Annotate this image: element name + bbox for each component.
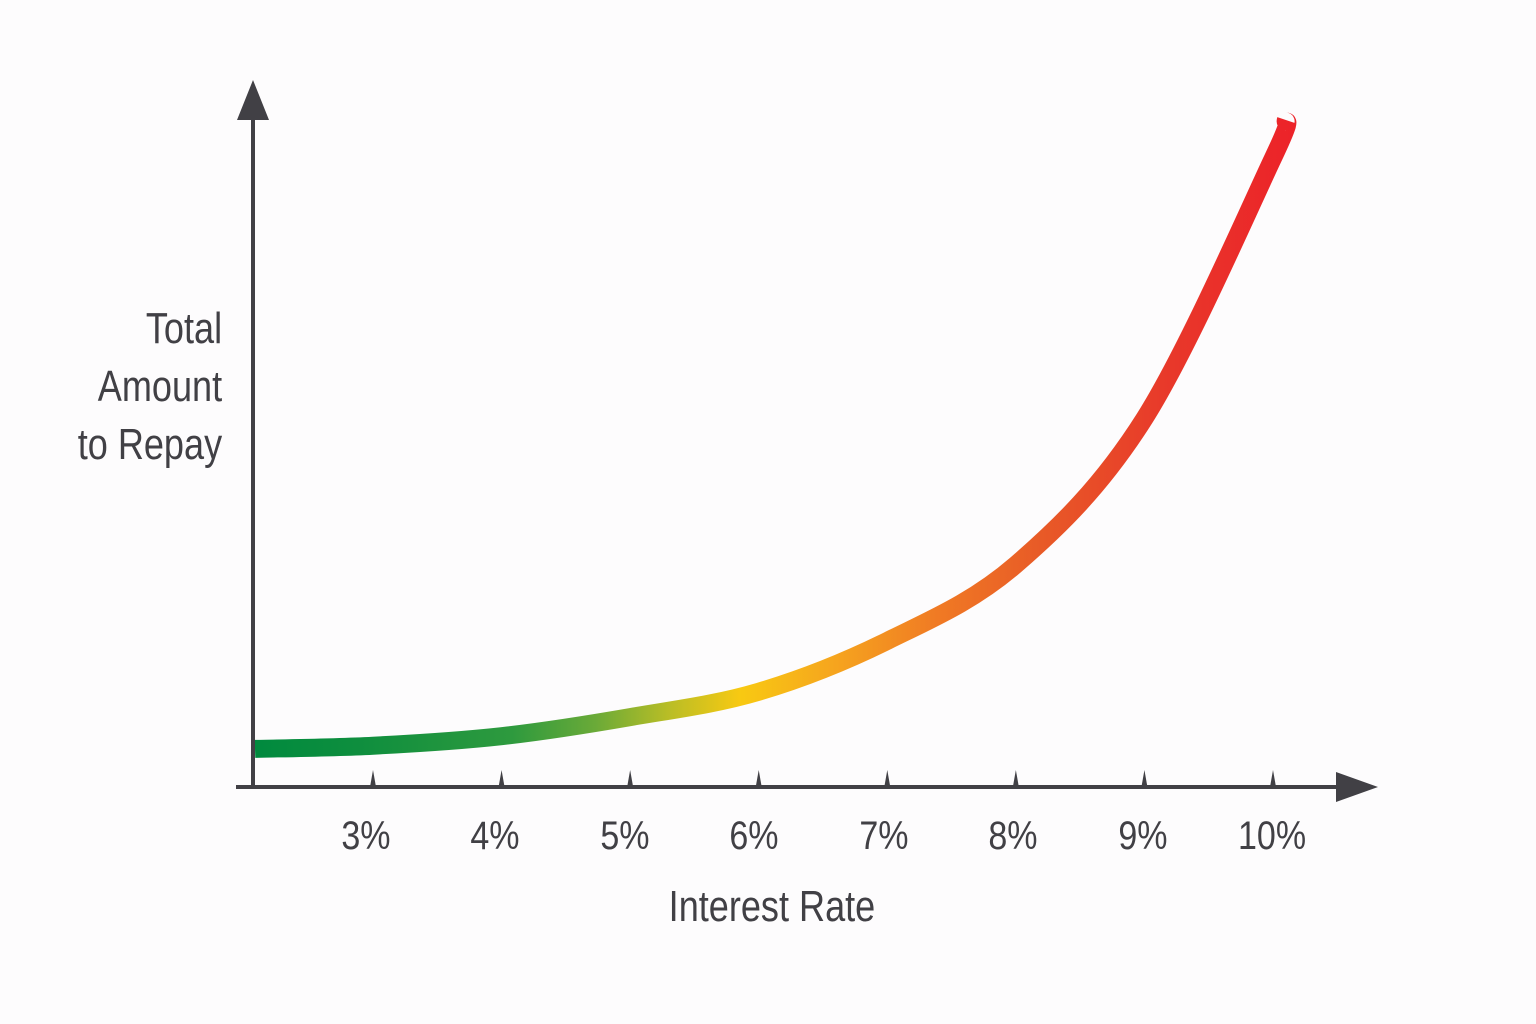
x-tick-mark — [498, 770, 505, 787]
x-axis-label-text: Interest Rate — [668, 882, 876, 931]
x-tick-text: 6% — [729, 814, 779, 858]
y-axis-arrow-icon — [237, 80, 269, 120]
x-tick-mark — [755, 770, 762, 787]
x-tick-mark — [1141, 770, 1148, 787]
x-tick-label: 5% — [565, 812, 685, 860]
x-tick-label: 9% — [1083, 812, 1203, 860]
x-tick-mark — [1012, 770, 1019, 787]
y-axis-label-line: to Repay — [77, 420, 222, 469]
x-tick-text: 8% — [988, 814, 1038, 858]
x-tick-label: 3% — [306, 812, 426, 860]
x-axis-ticks — [370, 770, 1276, 787]
x-axis-arrow-icon — [1336, 772, 1378, 802]
x-tick-text: 10% — [1237, 814, 1307, 858]
x-tick-label: 8% — [953, 812, 1073, 860]
x-tick-label: 4% — [435, 812, 555, 860]
x-tick-mark — [1270, 770, 1276, 787]
x-tick-mark — [627, 770, 634, 787]
data-curve — [254, 112, 1297, 758]
x-tick-label: 6% — [694, 812, 814, 860]
x-tick-text: 5% — [600, 814, 650, 858]
x-tick-text: 9% — [1118, 814, 1168, 858]
x-axis — [236, 770, 1378, 802]
y-axis — [237, 80, 269, 787]
x-tick-label: 7% — [824, 812, 944, 860]
x-tick-text: 7% — [859, 814, 909, 858]
y-axis-label-line: Amount — [97, 362, 222, 411]
x-tick-text: 4% — [470, 814, 520, 858]
x-tick-label: 10% — [1212, 812, 1332, 860]
y-axis-label: Total Amount to Repay — [78, 300, 222, 474]
x-tick-mark — [884, 770, 891, 787]
x-tick-text: 3% — [341, 814, 391, 858]
y-axis-label-line: Total — [145, 304, 222, 353]
x-tick-mark — [370, 770, 376, 787]
x-axis-label: Interest Rate — [0, 878, 1536, 936]
